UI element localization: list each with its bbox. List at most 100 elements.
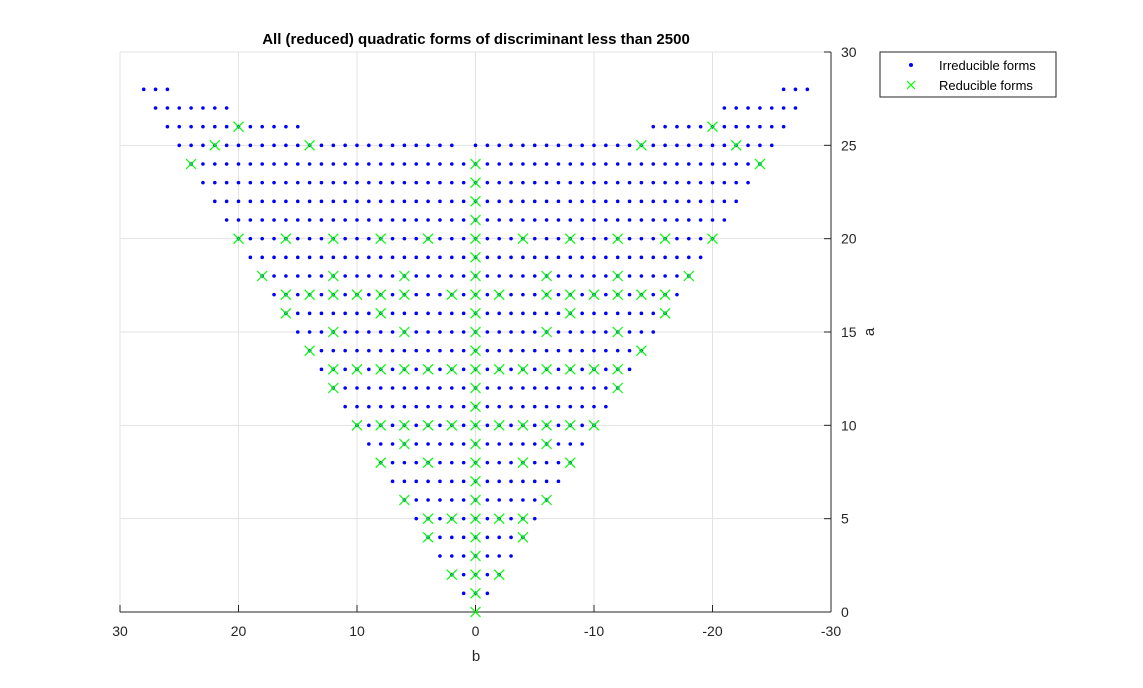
irreducible-point: [307, 180, 312, 185]
irreducible-point: [426, 311, 430, 316]
y-axis-label: a: [861, 327, 878, 336]
reducible-point: [564, 307, 576, 319]
irreducible-point: [509, 311, 513, 316]
irreducible-point: [165, 106, 170, 110]
reducible-point: [470, 401, 481, 413]
irreducible-point: [710, 180, 715, 185]
irreducible-point: [260, 199, 265, 204]
irreducible-point: [580, 404, 584, 409]
irreducible-point: [343, 404, 347, 409]
y-tick-label: 5: [841, 511, 849, 527]
irreducible-point: [509, 218, 513, 222]
irreducible-point: [295, 124, 300, 129]
irreducible-point: [414, 255, 419, 260]
irreducible-point: [556, 218, 561, 222]
irreducible-point: [367, 180, 371, 185]
reducible-point-stroke: [564, 457, 576, 469]
irreducible-point: [532, 516, 537, 521]
reducible-point: [612, 289, 624, 301]
irreducible-point: [556, 236, 561, 241]
irreducible-point: [153, 106, 158, 110]
irreducible-point: [378, 348, 383, 353]
reducible-point-stroke: [683, 270, 695, 282]
reducible-point-stroke: [730, 139, 742, 151]
reducible-point-stroke: [707, 233, 718, 245]
irreducible-point: [414, 330, 419, 334]
reducible-point: [470, 438, 481, 450]
irreducible-point: [295, 180, 300, 185]
irreducible-point: [532, 348, 537, 353]
reducible-point: [256, 270, 268, 282]
irreducible-point: [580, 236, 584, 241]
x-tick-label: -20: [702, 623, 722, 639]
irreducible-point: [698, 124, 703, 129]
irreducible-point: [663, 199, 667, 204]
reducible-point-stroke: [185, 158, 197, 170]
irreducible-point: [698, 180, 703, 185]
reducible-point: [280, 233, 292, 245]
reducible-point: [588, 419, 600, 431]
irreducible-point: [651, 180, 656, 185]
reducible-point: [659, 307, 671, 319]
reducible-point: [517, 233, 529, 245]
reducible-point: [517, 457, 529, 469]
reducible-point-stroke: [517, 531, 529, 543]
irreducible-point: [367, 386, 371, 390]
reducible-point-stroke: [446, 289, 458, 301]
reducible-point-stroke: [233, 121, 244, 133]
irreducible-point: [177, 124, 182, 129]
irreducible-point: [390, 162, 395, 166]
irreducible-point: [521, 218, 525, 222]
irreducible-point: [224, 143, 229, 148]
irreducible-point: [698, 218, 703, 222]
irreducible-point: [509, 498, 513, 502]
series-reducible: [185, 121, 766, 618]
irreducible-point: [248, 180, 253, 185]
irreducible-point: [295, 236, 300, 241]
irreducible-point: [556, 199, 561, 204]
irreducible-point: [521, 442, 525, 446]
irreducible-point: [675, 236, 679, 241]
irreducible-point: [509, 367, 513, 372]
irreducible-point: [521, 274, 525, 278]
irreducible-point: [604, 143, 608, 148]
irreducible-point: [201, 106, 205, 110]
reducible-point-stroke: [470, 363, 481, 375]
irreducible-point: [461, 180, 466, 185]
irreducible-point: [556, 255, 561, 260]
irreducible-point: [604, 236, 608, 241]
irreducible-point: [331, 162, 336, 166]
reducible-point-stroke: [470, 419, 481, 431]
irreducible-point: [580, 442, 584, 446]
irreducible-point: [236, 180, 241, 185]
reducible-point: [470, 158, 481, 170]
irreducible-point: [438, 255, 442, 260]
irreducible-point: [390, 274, 395, 278]
irreducible-point: [414, 460, 419, 465]
irreducible-point: [402, 479, 407, 484]
irreducible-point: [687, 180, 691, 185]
irreducible-point: [698, 162, 703, 166]
irreducible-point: [722, 218, 727, 222]
reducible-point: [470, 307, 481, 319]
irreducible-point: [675, 162, 679, 166]
irreducible-point: [343, 311, 347, 316]
irreducible-point: [213, 199, 217, 204]
reducible-point: [398, 289, 410, 301]
irreducible-point: [758, 143, 762, 148]
reducible-point-stroke: [327, 363, 339, 375]
irreducible-point: [461, 311, 466, 316]
reducible-point: [351, 419, 363, 431]
reducible-point-stroke: [612, 326, 624, 338]
irreducible-point: [426, 180, 430, 185]
irreducible-point: [521, 255, 525, 260]
irreducible-point: [485, 367, 490, 372]
irreducible-point: [485, 498, 490, 502]
irreducible-point: [177, 106, 182, 110]
irreducible-point: [248, 124, 253, 129]
irreducible-point: [544, 404, 549, 409]
irreducible-point: [461, 255, 466, 260]
irreducible-point: [675, 274, 679, 278]
irreducible-point: [532, 460, 537, 465]
irreducible-point: [426, 386, 430, 390]
